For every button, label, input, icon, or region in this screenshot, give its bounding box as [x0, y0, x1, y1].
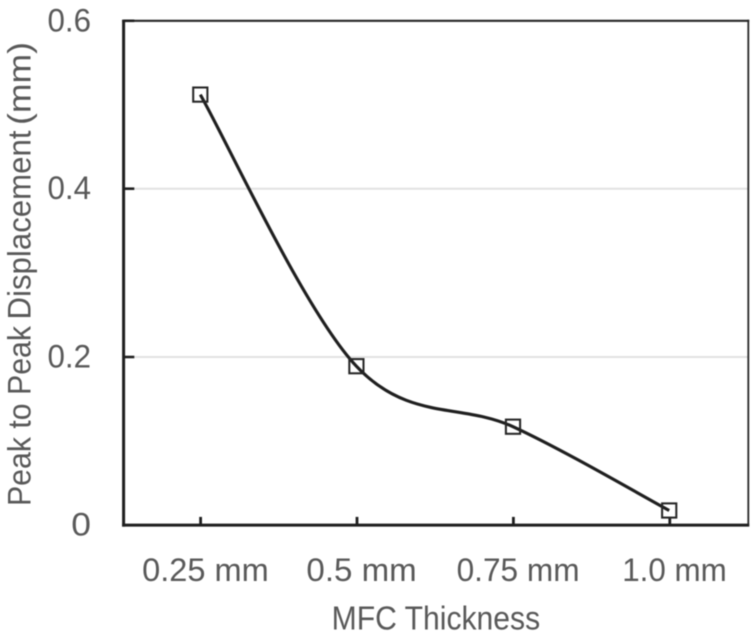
- svg-text:(mm): (mm): [2, 42, 38, 125]
- svg-text:0.4: 0.4: [48, 170, 92, 206]
- svg-text:0: 0: [71, 506, 91, 542]
- svg-text:0.25 mm: 0.25 mm: [142, 552, 269, 588]
- svg-text:0.2: 0.2: [48, 339, 92, 375]
- svg-text:MFC Thickness: MFC Thickness: [332, 601, 541, 634]
- svg-text:0.75 mm: 0.75 mm: [457, 552, 580, 588]
- svg-text:Peak to Peak: Peak to Peak: [2, 325, 38, 506]
- svg-text:Displacement: Displacement: [2, 131, 38, 320]
- svg-text:0.5 mm: 0.5 mm: [306, 552, 416, 588]
- svg-text:0.6: 0.6: [48, 2, 92, 38]
- svg-text:1.0 mm: 1.0 mm: [622, 552, 727, 588]
